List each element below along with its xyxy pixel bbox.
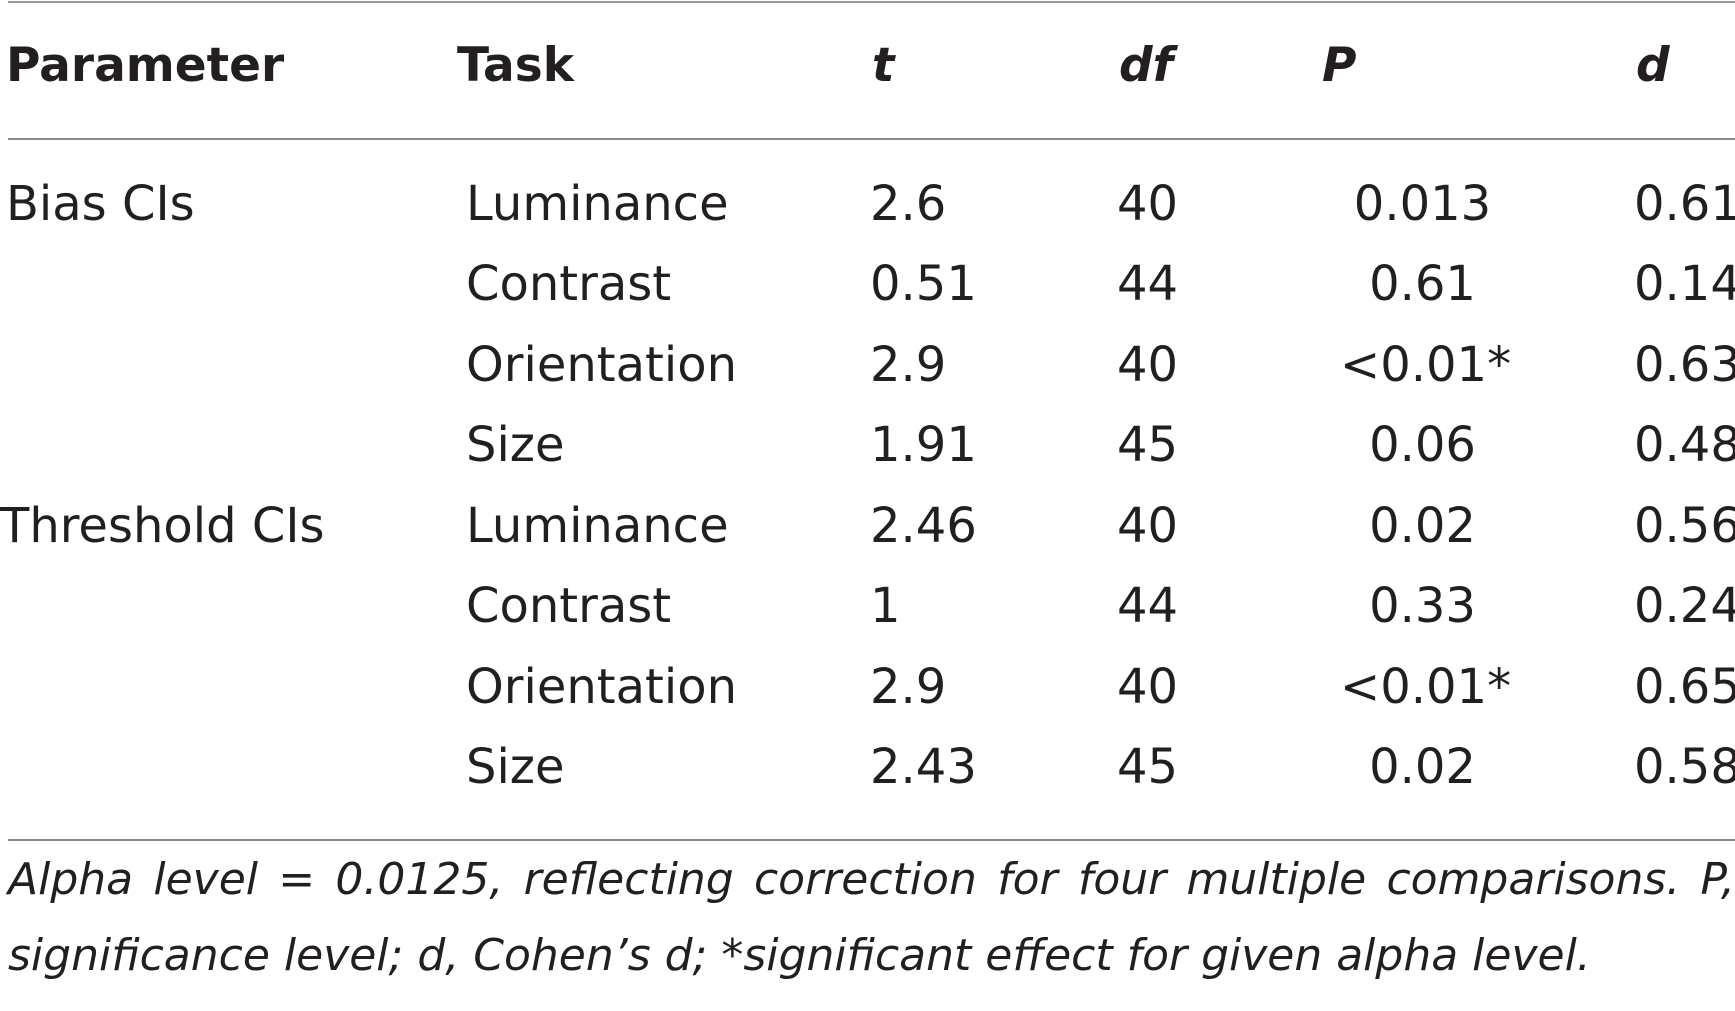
header-t: t [872,38,895,93]
cell-d: 0.63 [1634,337,1735,393]
cell-p: 0.33 [1369,578,1476,634]
footnote-line-2: significance level; d, Cohen’s d; *signi… [8,930,1591,981]
cell-t: 2.6 [870,176,947,232]
cell-t: 2.43 [870,739,977,795]
cell-p: 0.02 [1369,498,1476,554]
cell-t: 1 [870,578,901,634]
header-d: d [1636,38,1670,93]
table-bottom-rule [8,839,1735,841]
footnote-line-1: Alpha level = 0.0125, reflecting correct… [8,854,1735,905]
cell-df: 40 [1117,659,1179,715]
cell-df: 44 [1117,256,1179,312]
cell-p: <0.01* [1340,659,1512,715]
cell-t: 2.46 [870,498,977,554]
cell-parameter: Threshold CIs [0,498,325,554]
cell-task: Size [466,739,565,795]
cell-df: 40 [1117,176,1179,232]
cell-task: Size [466,417,565,473]
cell-d: 0.65 [1634,659,1735,715]
cell-df: 44 [1117,578,1179,634]
cell-t: 2.9 [870,337,947,393]
cell-task: Contrast [466,578,672,634]
cell-d: 0.58 [1634,739,1735,795]
header-p: P [1322,38,1357,93]
cell-d: 0.61 [1634,176,1735,232]
table-header-rule [8,138,1735,140]
cell-task: Luminance [466,176,729,232]
cell-p: <0.01* [1340,337,1512,393]
cell-parameter: Bias CIs [6,176,195,232]
cell-task: Luminance [466,498,729,554]
table-top-rule [8,1,1735,3]
cell-d: 0.24 [1634,578,1735,634]
cell-t: 2.9 [870,659,947,715]
cell-df: 45 [1117,739,1179,795]
header-parameter: Parameter [6,38,285,93]
cell-df: 45 [1117,417,1179,473]
cell-task: Orientation [466,659,737,715]
cell-p: 0.61 [1369,256,1476,312]
cell-t: 1.91 [870,417,977,473]
cell-p: 0.02 [1369,739,1476,795]
table-footnote: Alpha level = 0.0125, reflecting correct… [8,842,1735,994]
header-df: df [1119,38,1174,93]
cell-p: 0.06 [1369,417,1476,473]
header-task: Task [457,38,574,93]
cell-df: 40 [1117,337,1179,393]
cell-d: 0.14 [1634,256,1735,312]
cell-t: 0.51 [870,256,977,312]
cell-task: Contrast [466,256,672,312]
cell-df: 40 [1117,498,1179,554]
cell-task: Orientation [466,337,737,393]
cell-d: 0.48 [1634,417,1735,473]
cell-d: 0.56 [1634,498,1735,554]
cell-p: 0.013 [1353,176,1492,232]
